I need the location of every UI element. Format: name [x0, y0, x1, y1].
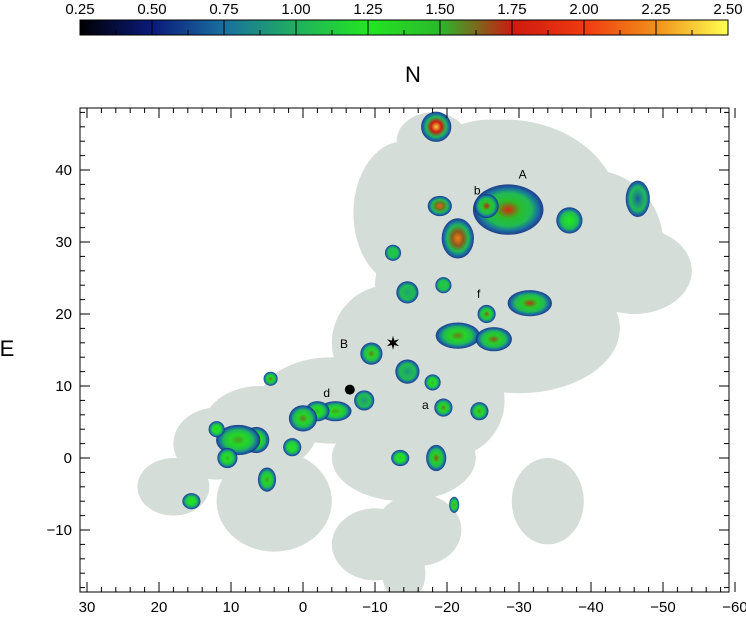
- emission-clump: [427, 195, 452, 217]
- emission-clump: [421, 111, 452, 142]
- emission-clump: [441, 218, 474, 259]
- coverage-background: [137, 112, 692, 592]
- emission-clump: [391, 449, 410, 467]
- coverage-region: [137, 458, 210, 516]
- x-tick-label: 20: [151, 599, 168, 616]
- emission-clump: [507, 290, 552, 317]
- x-tick-label: 0: [299, 599, 307, 616]
- emission-clump: [257, 467, 277, 492]
- emission-clump: [396, 281, 419, 304]
- source-label: b: [474, 183, 481, 197]
- x-tick-label: 10: [223, 599, 240, 616]
- colorbar-ticks: [79, 20, 729, 35]
- colorbar-tick-label: 0.75: [209, 1, 238, 18]
- emission-clump: [625, 180, 650, 217]
- source-label: a: [422, 398, 429, 412]
- emission-clump: [435, 322, 480, 349]
- clumps-layer: [182, 111, 650, 513]
- dot-marker: [344, 384, 355, 395]
- emission-clump: [354, 390, 375, 411]
- emission-clump: [449, 496, 460, 513]
- emission-clump: [435, 277, 452, 294]
- colorbar-tick-label: 0.25: [65, 1, 94, 18]
- emission-clump: [426, 444, 447, 472]
- emission-clump: [477, 304, 496, 324]
- plot-area: Ab f Bd a 30 20 10 0 −10 −20 −30 −40 −50 −60 −10 0 10 2…: [47, 107, 746, 616]
- emission-clump: [475, 327, 512, 352]
- emission-clump: [424, 374, 441, 391]
- emission-clump: [556, 207, 583, 234]
- source-label: d: [323, 386, 330, 400]
- emission-clump: [384, 244, 402, 261]
- y-tick-label: 0: [64, 450, 72, 467]
- coverage-region: [353, 141, 455, 286]
- colorbar-tick-label: 1.75: [497, 1, 526, 18]
- colorbar-tick-label: 1.50: [425, 1, 454, 18]
- emission-clump: [395, 359, 420, 384]
- emission-clump: [182, 493, 201, 510]
- emission-clump: [263, 371, 278, 386]
- emission-clump: [216, 424, 261, 456]
- coverage-region: [432, 119, 548, 192]
- emission-clump: [434, 398, 453, 417]
- x-tick-label: −10: [362, 599, 387, 616]
- annotations-layer: Ab f Bd a: [323, 168, 526, 412]
- emission-clump: [217, 447, 238, 469]
- x-tick-label: −50: [650, 599, 675, 616]
- y-tick-label: 30: [55, 234, 72, 251]
- source-label: B: [340, 337, 348, 351]
- colorbar-tick-label: 2.00: [569, 1, 598, 18]
- colorbar-tick-label: 2.25: [641, 1, 670, 18]
- star-marker: [386, 335, 400, 350]
- colorbar-tick-label: 2.50: [713, 1, 742, 18]
- y-tick-label: 40: [55, 162, 72, 179]
- x-tick-label: −60: [722, 599, 746, 616]
- emission-clump: [283, 438, 302, 457]
- x-tick-labels: 30 20 10 0 −10 −20 −30 −40 −50 −60: [79, 599, 746, 616]
- source-label: A: [519, 168, 527, 182]
- emission-clump: [470, 402, 489, 421]
- axis-ticks: [80, 108, 736, 592]
- colorbar-tick-label: 1.25: [353, 1, 382, 18]
- y-tick-label: 20: [55, 306, 72, 323]
- emission-clump: [360, 342, 383, 365]
- top-axis-label: N: [405, 62, 421, 87]
- coverage-region: [576, 227, 692, 314]
- emission-clump: [474, 193, 499, 219]
- coverage-region: [382, 544, 426, 592]
- source-label: f: [477, 287, 481, 301]
- x-tick-label: 30: [79, 599, 96, 616]
- x-tick-label: −20: [434, 599, 459, 616]
- y-tick-labels: −10 0 10 20 30 40: [47, 162, 72, 539]
- emission-clump: [208, 421, 225, 438]
- y-axis-label: E: [0, 336, 14, 361]
- colorbar: 0.25 0.50 0.75 1.00 1.25 1.50 1.75 2.00 2.25 2.50: [65, 1, 743, 36]
- colorbar-labels: 0.25 0.50 0.75 1.00 1.25 1.50 1.75 2.00 2.25 2.50: [65, 1, 742, 18]
- x-tick-label: −40: [578, 599, 603, 616]
- markers-layer: [344, 335, 400, 395]
- x-tick-label: −30: [506, 599, 531, 616]
- y-tick-label: 10: [55, 378, 72, 395]
- coverage-region: [511, 458, 584, 545]
- coverage-region: [216, 450, 332, 552]
- emission-clump: [288, 405, 318, 432]
- y-tick-label: −10: [47, 522, 72, 539]
- plot-frame: [79, 107, 730, 593]
- colorbar-tick-label: 1.00: [281, 1, 310, 18]
- colorbar-tick-label: 0.50: [137, 1, 166, 18]
